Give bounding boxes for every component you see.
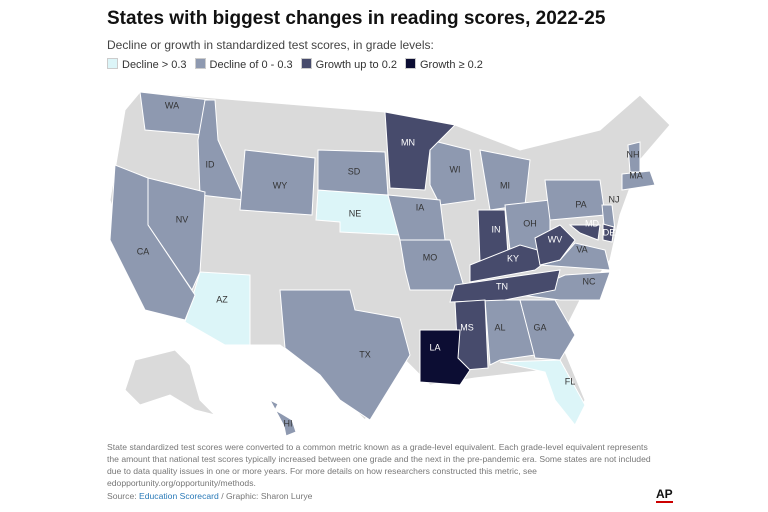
state-label: TX: [359, 349, 371, 359]
state-label: NJ: [609, 194, 620, 204]
state-label: DE: [603, 227, 616, 237]
state-label: MA: [629, 170, 643, 180]
state-label: MO: [423, 252, 438, 262]
state-label: HI: [284, 418, 293, 428]
state-label: IN: [492, 224, 501, 234]
source-label: Source:: [107, 491, 137, 501]
state: [239, 149, 316, 216]
legend: Decline > 0.3 Decline of 0 - 0.3 Growth up…: [107, 58, 483, 71]
legend-item: Decline > 0.3: [107, 58, 187, 71]
legend-swatch: [107, 58, 118, 69]
state-label: MS: [460, 322, 474, 332]
state-label: OH: [523, 218, 537, 228]
legend-item: Growth up to 0.2: [300, 58, 397, 71]
state-label: SD: [348, 166, 361, 176]
legend-swatch: [405, 58, 416, 69]
state-label: WV: [548, 234, 563, 244]
legend-label: Growth ≥ 0.2: [420, 59, 483, 71]
state-label: GA: [533, 322, 546, 332]
state: [602, 223, 615, 243]
state-label: TN: [496, 281, 508, 291]
state: [534, 224, 576, 266]
state-label: CA: [137, 246, 150, 256]
state: [399, 239, 466, 291]
logo: AP: [656, 487, 673, 503]
state: [419, 329, 471, 386]
legend-label: Decline of 0 - 0.3: [209, 59, 293, 71]
legend-item: Growth ≥ 0.2: [405, 58, 483, 71]
legend-swatch: [194, 58, 206, 69]
state-label: LA: [429, 342, 440, 352]
state-label: NC: [583, 276, 596, 286]
credit: / Graphic: Sharon Lurye: [221, 491, 313, 501]
legend-item: Decline of 0 - 0.3: [194, 58, 293, 71]
state: [384, 111, 457, 191]
alaska: [124, 349, 217, 416]
state-label: MI: [500, 180, 510, 190]
state-label: VA: [576, 244, 587, 254]
legend-swatch: [300, 58, 312, 69]
footnote: State standardized test scores were conv…: [107, 442, 651, 488]
state-label: KY: [507, 253, 519, 263]
legend-label: Growth up to 0.2: [315, 59, 397, 71]
state-label: NH: [627, 149, 640, 159]
state: [484, 299, 536, 366]
title: States with biggest changes in reading s…: [107, 8, 606, 29]
state: [568, 224, 601, 241]
state-label: WY: [273, 180, 288, 190]
subtitle: Decline or growth in standardized test s…: [107, 38, 434, 52]
state: [621, 170, 656, 191]
state: [268, 398, 297, 437]
state-label: MD: [585, 218, 599, 228]
state-label: FL: [565, 376, 576, 386]
legend-label: Decline > 0.3: [122, 59, 187, 71]
state: [109, 164, 196, 321]
state: [519, 299, 576, 361]
state-label: ID: [206, 159, 216, 169]
state-label: NV: [176, 214, 189, 224]
state-label: WI: [450, 164, 461, 174]
state-label: AZ: [216, 294, 228, 304]
state-label: AL: [494, 322, 505, 332]
state-label: MN: [401, 137, 415, 147]
source: Source: Education Scorecard / Graphic: S…: [107, 491, 312, 501]
state-label: NE: [349, 208, 362, 218]
state-label: WA: [165, 100, 179, 110]
state: [449, 269, 561, 303]
source-link[interactable]: Education Scorecard: [139, 491, 219, 501]
state: [279, 289, 411, 421]
state-label: PA: [575, 199, 586, 209]
state: [429, 139, 476, 206]
state-label: IA: [416, 202, 425, 212]
